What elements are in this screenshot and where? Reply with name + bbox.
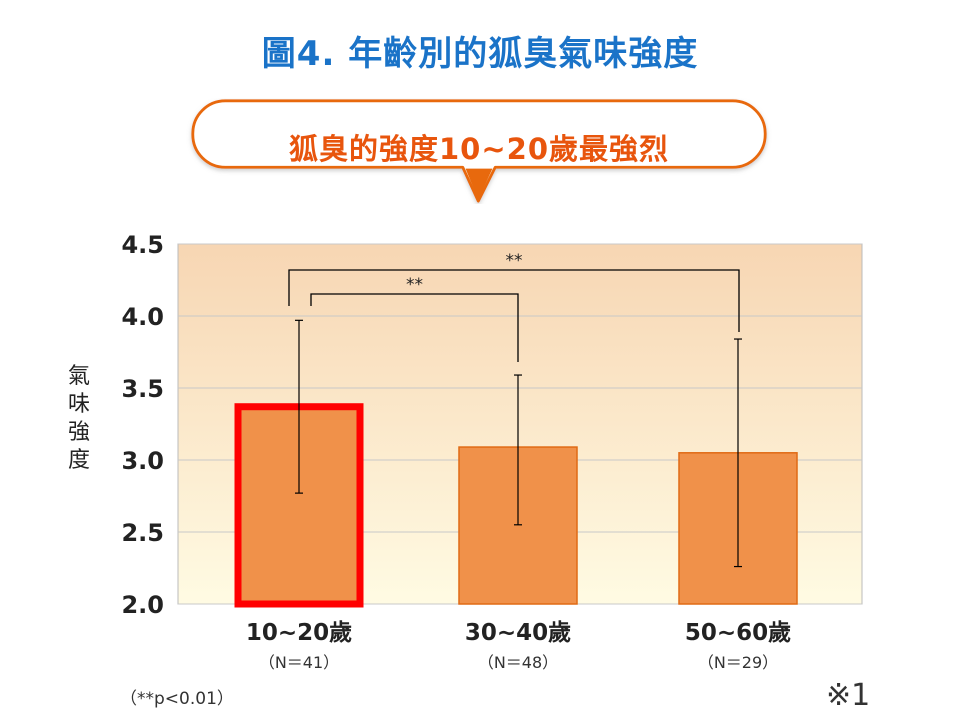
significance-label: ** <box>506 251 523 271</box>
x-tick-label: 50~60歲 <box>685 620 791 646</box>
significance-bracket <box>310 293 519 362</box>
chart-title: 圖4. 年齡別的狐臭氣味強度 <box>261 34 699 74</box>
sample-size-label: （N＝41） <box>259 653 339 672</box>
y-tick-label: 2.0 <box>121 591 164 619</box>
y-axis-label-char: 強 <box>68 420 91 445</box>
y-tick-label: 2.5 <box>121 519 164 547</box>
significance-label: ** <box>406 275 423 295</box>
x-tick-label: 10~20歲 <box>246 620 352 646</box>
sample-size-label: （N＝29） <box>698 653 778 672</box>
y-tick-label: 3.0 <box>121 447 164 475</box>
y-tick-label: 4.5 <box>121 231 164 259</box>
x-tick-label: 30~40歲 <box>465 620 571 646</box>
y-tick-label: 3.5 <box>121 375 164 403</box>
y-axis-label-char: 味 <box>68 392 91 417</box>
y-tick-label: 4.0 <box>121 303 164 331</box>
sample-size-label: （N＝48） <box>478 653 558 672</box>
callout-bubble <box>191 99 767 203</box>
significance-note: （**p<0.01） <box>120 689 234 709</box>
significance-bracket <box>288 269 740 332</box>
footnote-mark: ※1 <box>826 678 871 713</box>
callout-text: 狐臭的強度10~20歲最強烈 <box>288 132 669 166</box>
y-axis-label-char: 度 <box>68 448 91 473</box>
y-axis-label-char: 氣 <box>68 364 91 389</box>
